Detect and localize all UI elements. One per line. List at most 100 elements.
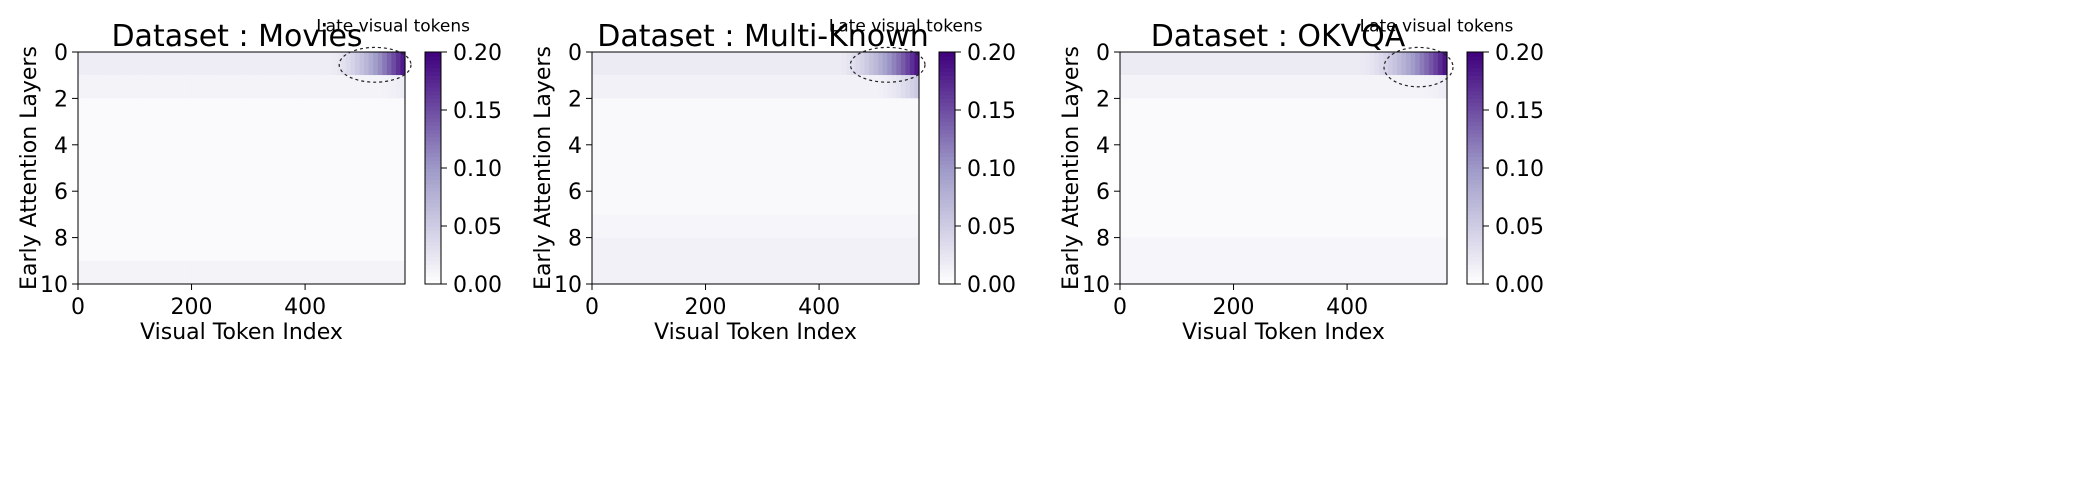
heatmap-cell (755, 52, 761, 76)
heatmap-cell (91, 52, 97, 76)
heatmap-cell (1142, 75, 1148, 99)
heatmap-cell (205, 260, 211, 284)
heatmap-cell (395, 52, 402, 76)
heatmap-cell (227, 75, 234, 99)
heatmap-cell (1192, 98, 1198, 238)
colorbar-segment (1467, 245, 1483, 250)
colorbar-segment (425, 152, 441, 157)
colorbar-segment (425, 206, 441, 212)
heatmap-cell (1238, 75, 1244, 99)
colorbar-segment (939, 229, 955, 235)
heatmap-cell (282, 98, 288, 261)
heatmap-cell (1215, 52, 1221, 76)
colorbar-segment (425, 264, 441, 270)
x-tick-label: 0 (585, 295, 599, 320)
heatmap-cell (682, 237, 688, 284)
heatmap-cell (705, 52, 711, 76)
heatmap-cell (268, 75, 274, 99)
heatmap-cell (796, 52, 802, 76)
heatmap-cell (1120, 75, 1126, 99)
heatmap-cell (96, 98, 102, 261)
heatmap-cell (760, 52, 766, 76)
colorbar-segment (1467, 59, 1483, 65)
heatmap-cell (610, 237, 616, 284)
colorbar-segment (425, 233, 441, 239)
heatmap-cell (155, 52, 161, 76)
heatmap-cell (1138, 237, 1144, 284)
heatmap-cell (614, 75, 620, 99)
heatmap-cell (764, 75, 770, 99)
heatmap-cell (882, 214, 888, 238)
heatmap-cell (105, 75, 111, 99)
heatmap-cell (246, 98, 252, 261)
heatmap-cell (1129, 237, 1135, 284)
heatmap-cell (1274, 52, 1280, 76)
heatmap-cell (669, 52, 675, 76)
colorbar-segment (1467, 67, 1483, 72)
y-tick-label: 8 (568, 227, 582, 252)
heatmap-cell (1142, 98, 1148, 238)
heatmap-cell (869, 75, 875, 99)
heatmap-cell (850, 214, 857, 238)
heatmap-cell (1310, 52, 1316, 76)
colorbar-tick-label: 0.00 (453, 273, 502, 298)
heatmap-cell (719, 52, 725, 76)
heatmap-cell (400, 75, 406, 99)
heatmap-cell (664, 75, 670, 99)
colorbar-segment (1467, 102, 1483, 107)
heatmap-cell (769, 52, 775, 76)
heatmap-cell (805, 98, 811, 215)
heatmap-cell (386, 52, 392, 76)
heatmap-cell (259, 52, 265, 76)
heatmap-cell (905, 214, 911, 238)
heatmap-cell (614, 214, 620, 238)
heatmap-cell (377, 98, 383, 261)
colorbar-segment (425, 86, 441, 92)
heatmap-cell (96, 52, 102, 76)
heatmap-cell (1269, 237, 1276, 284)
heatmap-cell (323, 75, 329, 99)
colorbar-tick-label: 0.10 (1495, 157, 1544, 182)
colorbar-segment (425, 106, 441, 111)
heatmap-cell (118, 260, 125, 284)
heatmap-cell (746, 237, 752, 284)
heatmap-cell (1351, 75, 1357, 99)
heatmap-cell (623, 52, 629, 76)
heatmap-cell (123, 98, 129, 261)
colorbar-segment (425, 245, 441, 250)
heatmap-cell (669, 214, 675, 238)
heatmap-cell (1224, 52, 1230, 76)
heatmap-cell (1265, 98, 1271, 238)
heatmap-cell (1410, 237, 1416, 284)
heatmap-cell (200, 75, 206, 99)
heatmap-cell (810, 98, 816, 215)
heatmap-cell (878, 98, 884, 215)
y-tick-label: 2 (1096, 87, 1110, 112)
heatmap-cell (250, 98, 256, 261)
heatmap-cell (592, 237, 598, 284)
heatmap-cell (200, 52, 206, 76)
colorbar-segment (425, 280, 441, 285)
heatmap-cell (1233, 98, 1239, 238)
heatmap-cell (864, 98, 870, 215)
heatmap-cell (891, 98, 897, 215)
colorbar-tick-label: 0.20 (453, 41, 502, 66)
heatmap-cell (592, 214, 598, 238)
heatmap-cell (218, 260, 224, 284)
colorbar-segment (1467, 164, 1483, 169)
colorbar-segment (1467, 106, 1483, 111)
heatmap-cell (1328, 98, 1335, 238)
heatmap-cell (305, 98, 311, 261)
heatmap-cell (1201, 237, 1207, 284)
plot-frame (77, 51, 406, 285)
heatmap-cell (155, 98, 161, 261)
heatmap-cell (828, 237, 834, 284)
heatmap-cell (664, 98, 670, 215)
heatmap-cell (1251, 237, 1257, 284)
colorbar-segment (939, 272, 955, 277)
colorbar-segment (425, 218, 441, 223)
heatmap-cell (732, 237, 738, 284)
heatmap-cell (819, 52, 825, 76)
colorbar-segment (425, 249, 441, 254)
heatmap-cell (710, 75, 716, 99)
